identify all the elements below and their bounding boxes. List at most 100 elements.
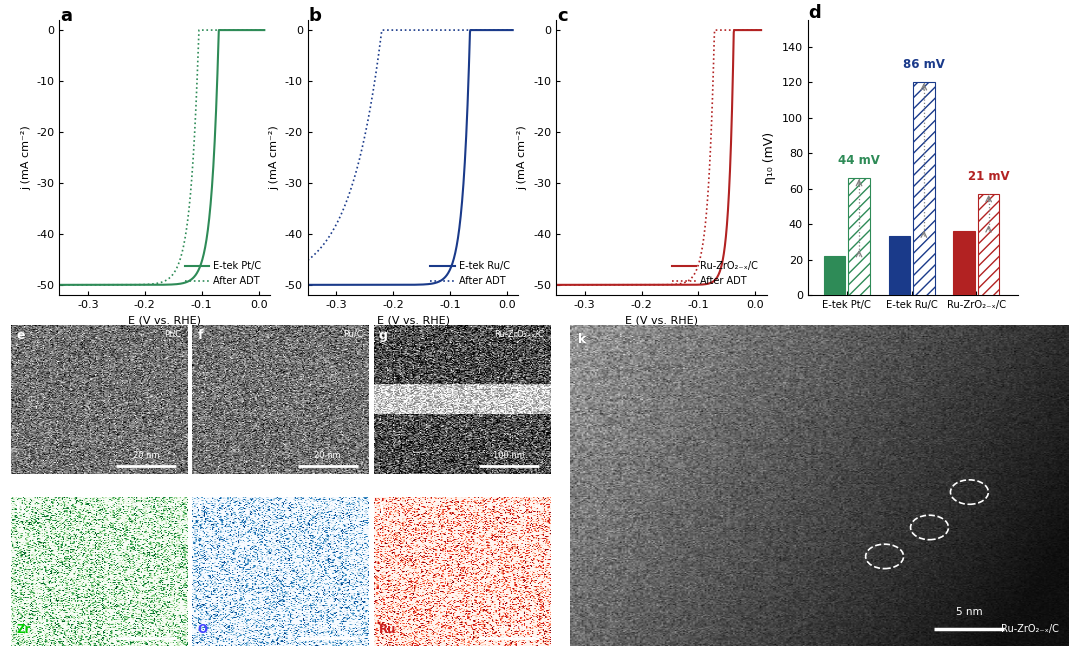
After ADT [90,281,103,289]
Bar [954,231,975,295]
Legend: E-tek Ru/C, After ADT: E-tek Ru/C, After ADT [427,257,513,290]
E-tek Pt/C [190,270,203,278]
Text: Ru-ZrO₂₋ₓ/C: Ru-ZrO₂₋ₓ/C [1001,624,1059,634]
Text: b: b [309,7,322,25]
Text: 100 nm: 100 nm [494,623,525,633]
E-tek Ru/C [422,280,435,288]
Text: Zr of Ru-ZrO₂₋ₓ/C: Zr of Ru-ZrO₂₋ₓ/C [109,502,181,511]
Legend: Ru-ZrO₂₋ₓ/C, After ADT: Ru-ZrO₂₋ₓ/C, After ADT [669,257,761,290]
Text: 86 mV: 86 mV [903,58,945,72]
Text: i: i [198,502,202,514]
E-tek Ru/C [463,26,476,34]
Bar [914,82,934,295]
Text: d: d [809,4,821,22]
After ADT [174,255,187,263]
E-tek Ru/C [507,26,519,34]
Legend: E-tek Pt/C, After ADT: E-tek Pt/C, After ADT [181,257,265,290]
After ADT [258,26,271,34]
X-axis label: E (V vs. RHE): E (V vs. RHE) [129,316,201,326]
E-tek Ru/C [354,281,367,289]
Text: 20 nm: 20 nm [314,451,341,460]
Ru-ZrO₂₋ₓ/C [586,281,599,289]
Text: 100 nm: 100 nm [312,623,343,633]
Y-axis label: η₁₀ (mV): η₁₀ (mV) [764,131,777,184]
E-tek Pt/C [213,26,226,34]
Text: 21 mV: 21 mV [968,170,1010,183]
E-tek Ru/C [456,198,469,206]
Ru-ZrO₂₋ₓ/C [671,281,684,289]
After ADT [192,26,205,34]
After ADT [338,204,351,211]
After ADT [190,96,203,104]
After ADT [53,281,66,289]
Text: 20 nm: 20 nm [133,451,160,460]
Text: 100 nm: 100 nm [131,623,162,633]
After ADT [586,281,599,289]
Text: f: f [198,330,203,342]
Text: g: g [379,330,388,342]
Text: O of Ru-ZrO₂₋ₓ/C: O of Ru-ZrO₂₋ₓ/C [293,502,363,511]
Line: Ru-ZrO₂₋ₓ/C: Ru-ZrO₂₋ₓ/C [556,30,761,285]
After ADT [422,26,435,34]
Ru-ZrO₂₋ₓ/C [755,26,768,34]
E-tek Pt/C [106,281,119,289]
E-tek Pt/C [146,281,159,289]
Line: After ADT: After ADT [59,30,265,285]
Ru-ZrO₂₋ₓ/C [603,281,616,289]
Bar [978,194,999,295]
Bar [849,178,869,295]
After ADT [354,151,367,159]
Bar [889,237,910,295]
Line: E-tek Pt/C: E-tek Pt/C [59,30,265,285]
X-axis label: E (V vs. RHE): E (V vs. RHE) [377,316,449,326]
Text: Pt/C: Pt/C [164,330,181,338]
Line: After ADT: After ADT [556,30,761,285]
Text: Ru-ZrO₂₋ₓ/C: Ru-ZrO₂₋ₓ/C [495,330,544,338]
E-tek Pt/C [258,26,271,34]
E-tek Ru/C [394,281,407,289]
After ADT [438,26,451,34]
After ADT [671,280,684,288]
Line: E-tek Ru/C: E-tek Ru/C [308,30,513,285]
Text: e: e [16,330,25,342]
Text: 5 nm: 5 nm [956,607,983,617]
After ADT [106,281,119,289]
Ru-ZrO₂₋ₓ/C [550,281,563,289]
E-tek Pt/C [174,280,187,288]
E-tek Ru/C [301,281,314,289]
After ADT [146,280,159,288]
After ADT [603,281,616,289]
After ADT [394,26,407,34]
E-tek Ru/C [338,281,351,289]
Y-axis label: j (mA cm⁻²): j (mA cm⁻²) [517,125,528,190]
Ru-ZrO₂₋ₓ/C [687,281,700,289]
Y-axis label: j (mA cm⁻²): j (mA cm⁻²) [21,125,31,190]
X-axis label: E (V vs. RHE): E (V vs. RHE) [625,316,698,326]
After ADT [301,257,314,265]
Text: 44 mV: 44 mV [838,154,880,167]
Ru-ZrO₂₋ₓ/C [704,279,717,287]
Text: Ru of Ru-ZrO₂₋ₓ/C: Ru of Ru-ZrO₂₋ₓ/C [470,502,544,511]
After ADT [687,272,700,280]
After ADT [755,26,768,34]
Text: c: c [557,7,568,25]
After ADT [708,26,721,34]
E-tek Ru/C [438,274,451,282]
After ADT [643,281,656,289]
After ADT [550,281,563,289]
Text: 100 nm: 100 nm [494,451,525,460]
Text: Ru: Ru [379,623,396,636]
Text: j: j [379,502,383,514]
E-tek Pt/C [53,281,66,289]
After ADT [507,26,519,34]
Text: O: O [198,623,207,636]
Line: After ADT: After ADT [308,30,513,261]
Text: Ru/C: Ru/C [343,330,363,338]
After ADT [456,26,469,34]
Bar [824,256,846,295]
Ru-ZrO₂₋ₓ/C [643,281,656,289]
Y-axis label: j (mA cm⁻²): j (mA cm⁻²) [269,125,280,190]
E-tek Pt/C [90,281,103,289]
Text: Zr: Zr [16,623,30,636]
Text: k: k [578,333,586,346]
